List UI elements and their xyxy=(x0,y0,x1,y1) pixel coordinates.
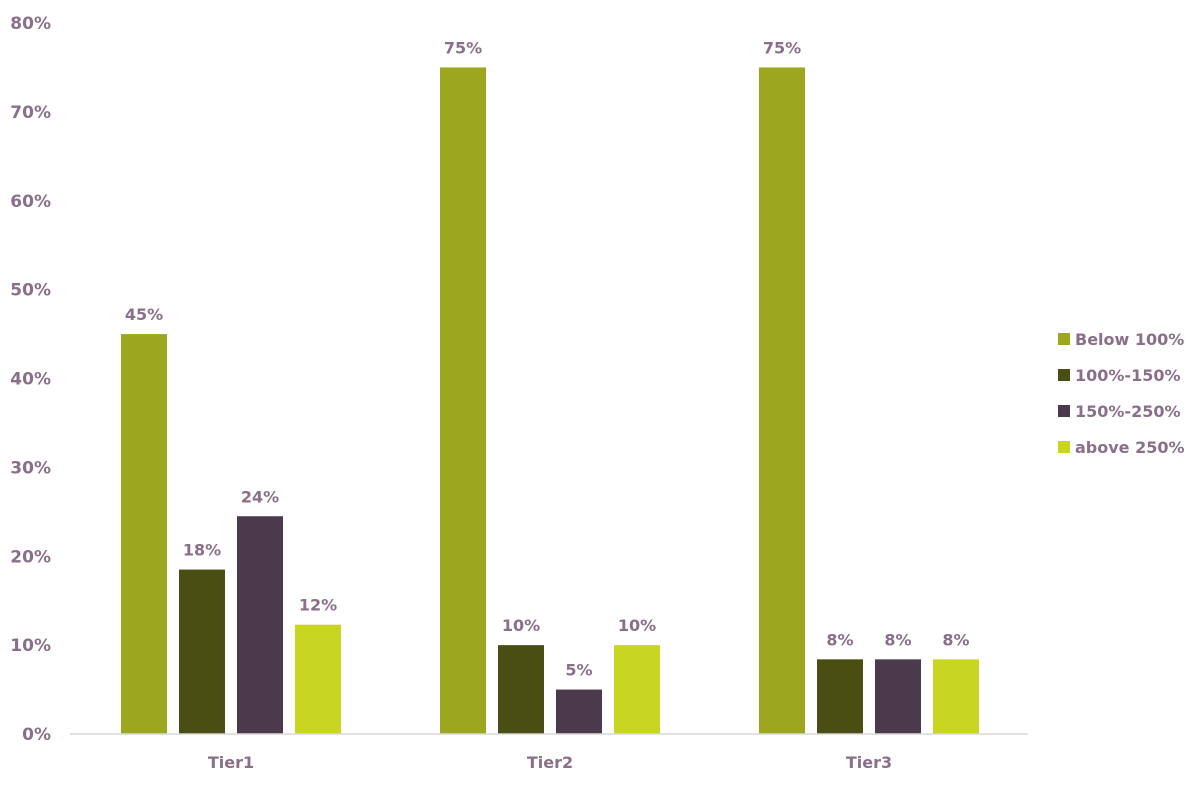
data-label: 75% xyxy=(444,38,482,57)
data-label: 10% xyxy=(502,616,540,635)
y-tick-label: 40% xyxy=(10,370,51,390)
bar xyxy=(759,67,805,734)
data-label: 8% xyxy=(826,630,853,649)
legend-label: 150%-250% xyxy=(1075,402,1181,421)
legend-swatch xyxy=(1058,441,1070,453)
y-tick-label: 80% xyxy=(10,14,51,34)
y-tick-label: 50% xyxy=(10,281,51,301)
data-labels: 45% 75% 75% 18% 10% 8% 24% 5% 8% 12% 10% 8% xyxy=(125,38,970,679)
legend-swatch xyxy=(1058,333,1070,345)
y-tick-label: 60% xyxy=(10,192,51,212)
y-tick-label: 20% xyxy=(10,547,51,567)
bar xyxy=(498,645,544,734)
legend-label: above 250% xyxy=(1075,438,1185,457)
bar xyxy=(817,659,863,734)
data-label: 12% xyxy=(299,596,337,615)
bar xyxy=(614,645,660,734)
y-tick-label: 10% xyxy=(10,636,51,656)
data-label: 18% xyxy=(183,541,221,560)
bars xyxy=(121,67,979,734)
x-category-label: Tier2 xyxy=(527,753,573,772)
data-label: 75% xyxy=(763,38,801,57)
data-label: 45% xyxy=(125,305,163,324)
legend-swatch xyxy=(1058,369,1070,381)
data-label: 5% xyxy=(565,661,592,680)
x-category-label: Tier3 xyxy=(846,753,892,772)
bar xyxy=(440,67,486,734)
y-tick-label: 30% xyxy=(10,458,51,478)
bar xyxy=(179,569,225,734)
data-label: 8% xyxy=(942,630,969,649)
bar xyxy=(121,334,167,734)
y-tick-label: 0% xyxy=(22,725,51,745)
bar xyxy=(295,624,341,734)
legend: Below 100% 100%-150% 150%-250% above 250% xyxy=(1058,330,1185,457)
y-tick-label: 70% xyxy=(10,103,51,123)
data-label: 24% xyxy=(241,487,279,506)
y-axis-ticks: 0% 10% 20% 30% 40% 50% 60% 70% 80% xyxy=(10,14,51,745)
legend-label: 100%-150% xyxy=(1075,366,1181,385)
x-category-label: Tier1 xyxy=(208,753,254,772)
x-axis-categories: Tier1 Tier2 Tier3 xyxy=(208,753,892,772)
legend-swatch xyxy=(1058,405,1070,417)
data-label: 8% xyxy=(884,630,911,649)
bar xyxy=(556,689,602,734)
bar xyxy=(875,659,921,734)
data-label: 10% xyxy=(618,616,656,635)
legend-label: Below 100% xyxy=(1075,330,1184,349)
bar xyxy=(237,516,283,734)
bar xyxy=(933,659,979,734)
